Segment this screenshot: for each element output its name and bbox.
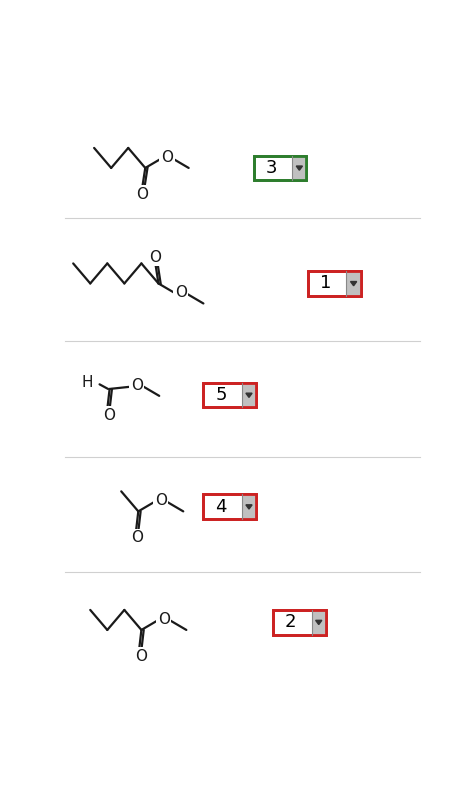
Bar bbox=[292, 156, 307, 180]
Bar bbox=[254, 156, 307, 180]
Text: 1: 1 bbox=[320, 274, 331, 292]
Polygon shape bbox=[246, 393, 252, 397]
Bar bbox=[273, 610, 326, 634]
Text: O: O bbox=[135, 649, 146, 664]
Bar bbox=[273, 610, 326, 634]
Text: O: O bbox=[131, 530, 144, 545]
Bar bbox=[242, 495, 256, 519]
Text: H: H bbox=[81, 375, 92, 390]
Bar bbox=[203, 383, 256, 408]
Polygon shape bbox=[350, 281, 357, 286]
Bar bbox=[308, 271, 361, 295]
Bar bbox=[308, 271, 361, 295]
Text: O: O bbox=[161, 150, 173, 165]
Bar bbox=[203, 383, 256, 408]
Text: O: O bbox=[131, 378, 143, 393]
Text: 2: 2 bbox=[285, 613, 297, 631]
Bar bbox=[254, 156, 307, 180]
Text: O: O bbox=[155, 493, 167, 508]
Text: O: O bbox=[149, 250, 161, 265]
Bar bbox=[346, 271, 361, 295]
Bar bbox=[203, 495, 256, 519]
Text: O: O bbox=[175, 285, 187, 300]
Text: O: O bbox=[158, 611, 170, 626]
Text: 3: 3 bbox=[266, 159, 277, 177]
Bar bbox=[203, 495, 256, 519]
Polygon shape bbox=[246, 505, 252, 509]
Text: O: O bbox=[136, 186, 148, 201]
Text: 5: 5 bbox=[215, 386, 227, 404]
Polygon shape bbox=[296, 166, 302, 171]
Polygon shape bbox=[316, 620, 322, 625]
Bar bbox=[242, 383, 256, 408]
Text: O: O bbox=[103, 408, 115, 423]
Bar bbox=[311, 610, 326, 634]
Text: 4: 4 bbox=[215, 498, 227, 516]
